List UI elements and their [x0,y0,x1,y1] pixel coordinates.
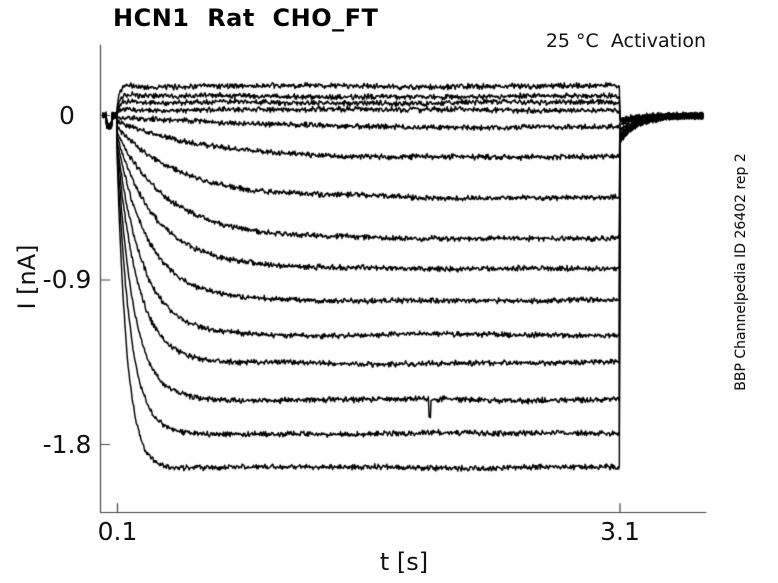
y-tick-label: 0 [59,100,75,130]
attribution-label: BBP Channelpedia ID 26402 rep 2 [733,153,749,391]
y-tick-label: -1.8 [42,429,92,459]
x-tick-label: 3.1 [600,517,640,546]
y-tick-label: -0.9 [42,265,92,294]
x-tick-label: 0.1 [97,517,138,546]
chart-title: HCN1 Rat CHO_FT [113,4,379,32]
temperature-protocol-annotation: 25 °C Activation [545,30,706,52]
x-axis-label: t [s] [379,548,429,576]
